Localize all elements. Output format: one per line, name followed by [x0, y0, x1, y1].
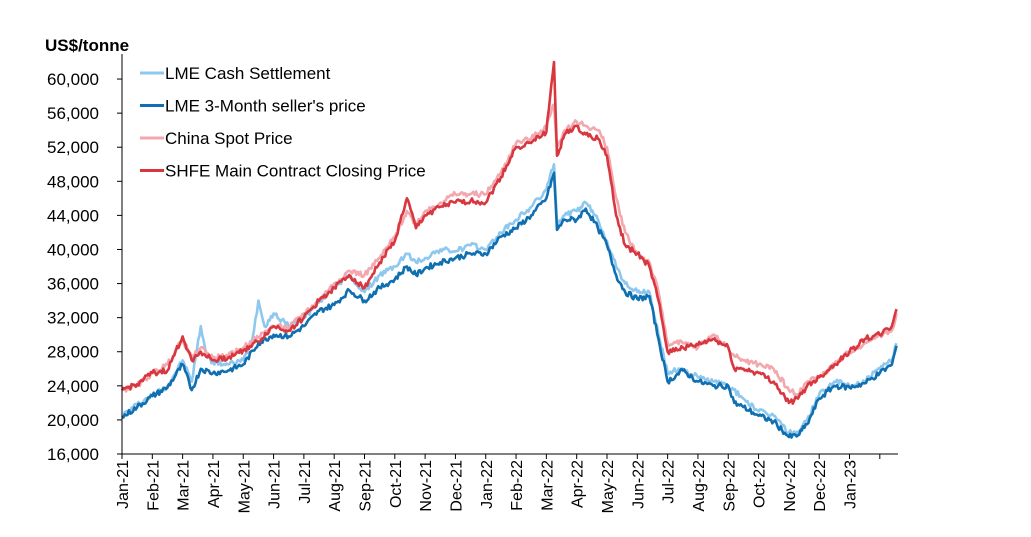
x-axis-ticks: Jan-21 Feb-21 Mar-21 Apr-21 May-21 Jun-21 Jul-… — [115, 454, 881, 513]
x-tick-label: Apr-22 — [570, 460, 587, 508]
x-tick-label: Jan-21 — [115, 460, 132, 509]
y-tick-label: 36,000 — [47, 275, 99, 294]
y-tick-label: 40,000 — [47, 240, 99, 259]
x-tick-label: Nov-22 — [782, 460, 799, 512]
y-tick-label: 48,000 — [47, 172, 99, 191]
x-tick-label: Jun-21 — [267, 460, 284, 509]
x-tick-label: Jan-23 — [843, 460, 860, 509]
series-line — [121, 171, 898, 439]
x-tick-label: Mar-21 — [176, 460, 193, 511]
y-tick-label: 60,000 — [47, 70, 99, 89]
y-axis-label: US$/tonne — [45, 36, 129, 55]
y-tick-label: 16,000 — [47, 445, 99, 464]
x-tick-label: Nov-21 — [418, 460, 435, 512]
y-tick-label: 24,000 — [47, 377, 99, 396]
x-tick-label: Jul-21 — [297, 460, 314, 504]
series-lines — [120, 60, 898, 439]
legend-label: SHFE Main Contract Closing Price — [165, 162, 426, 181]
x-tick-label: Dec-22 — [812, 460, 829, 512]
y-tick-label: 32,000 — [47, 309, 99, 328]
y-axis-ticks: 16,000 20,000 24,000 28,000 32,000 36,000 40,0… — [47, 70, 122, 464]
x-tick-label: Aug-22 — [691, 460, 708, 512]
x-tick-label: Oct-22 — [752, 460, 769, 508]
x-tick-label: Apr-21 — [206, 460, 223, 508]
x-tick-label: May-21 — [236, 460, 253, 513]
x-tick-label: Dec-21 — [448, 460, 465, 512]
x-tick-label: Jan-22 — [479, 460, 496, 509]
y-tick-label: 44,000 — [47, 206, 99, 225]
x-tick-label: Mar-22 — [539, 460, 556, 511]
y-tick-label: 56,000 — [47, 104, 99, 123]
series-line — [121, 163, 898, 437]
legend-label: LME 3-Month seller's price — [165, 97, 366, 116]
y-tick-label: 20,000 — [47, 411, 99, 430]
legend: LME Cash Settlement LME 3-Month seller's … — [140, 64, 426, 181]
legend-label: LME Cash Settlement — [165, 64, 331, 83]
axes — [121, 54, 898, 455]
x-tick-label: Feb-22 — [509, 460, 526, 511]
legend-label: China Spot Price — [165, 129, 293, 148]
series-line — [120, 60, 898, 405]
x-tick-label: Sep-22 — [721, 460, 738, 512]
x-tick-label: Sep-21 — [358, 460, 375, 512]
x-tick-label: Jun-22 — [630, 460, 647, 509]
y-tick-label: 52,000 — [47, 138, 99, 157]
x-tick-label: Aug-21 — [327, 460, 344, 512]
x-tick-label: Jul-22 — [661, 460, 678, 504]
y-tick-label: 28,000 — [47, 343, 99, 362]
x-tick-label: Feb-21 — [145, 460, 162, 511]
x-tick-label: May-22 — [600, 460, 617, 513]
x-tick-label: Oct-21 — [388, 460, 405, 508]
